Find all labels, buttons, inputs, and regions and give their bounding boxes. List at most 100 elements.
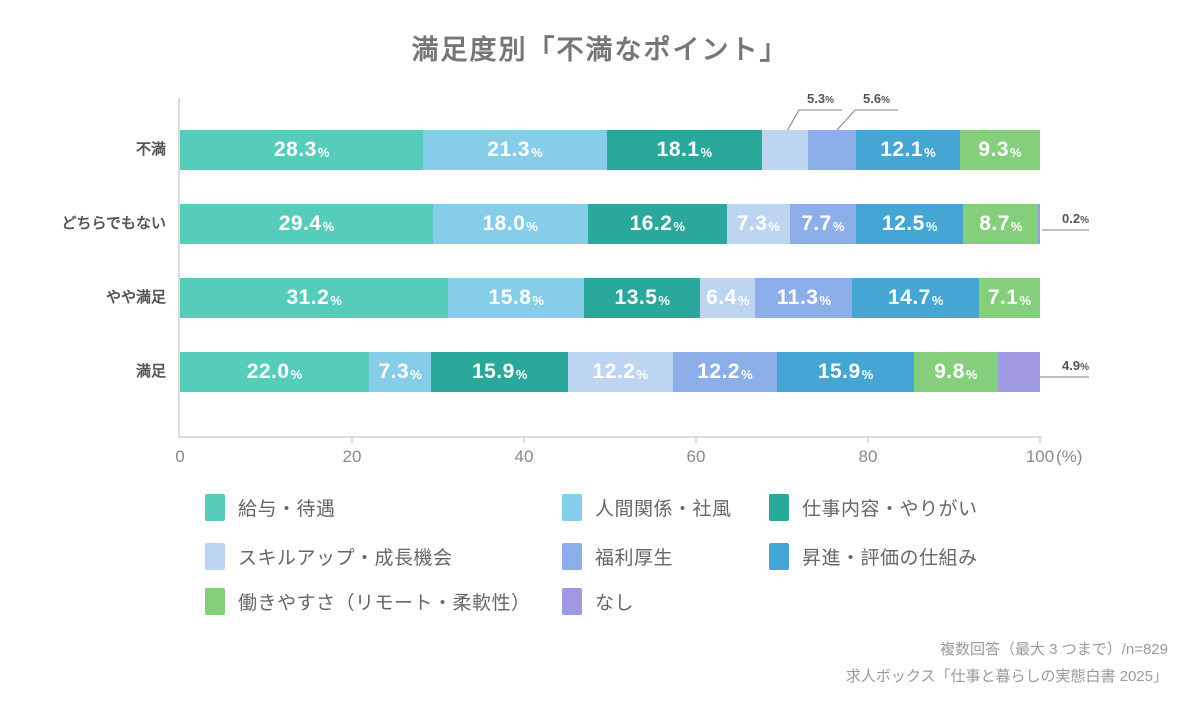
bar-segment: 12.2%: [672, 352, 778, 392]
bar-segment: 22.0%: [180, 352, 369, 392]
legend-label: 福利厚生: [595, 548, 674, 569]
percent-sign: %: [1080, 362, 1089, 373]
bar-segment: 15.9%: [777, 352, 914, 392]
bar-segment: 12.2%: [567, 352, 673, 392]
bar-segment: 18.1%: [606, 130, 763, 170]
bar-segment: 12.1%: [855, 130, 960, 170]
callout-value: 5.3%: [799, 91, 842, 106]
legend-swatch: [205, 494, 225, 521]
segment-value: 8.7: [979, 212, 1010, 235]
legend-swatch: [562, 588, 582, 615]
bar-segment: 7.3%: [368, 352, 432, 392]
stacked-bar: 28.3% 21.3% 18.1% 12.1% 9.3%: [180, 130, 1040, 170]
legend-swatch: [205, 588, 225, 615]
x-axis-unit: (%): [1056, 447, 1083, 466]
percent-sign: %: [924, 145, 936, 160]
x-tick-label: 100: [1025, 447, 1055, 466]
callout-number: 5.3: [807, 91, 826, 106]
segment-value: 12.2: [697, 360, 741, 383]
segment-value: 28.3: [273, 138, 317, 161]
segment-value: 9.8: [934, 360, 965, 383]
bar-segment: 18.0%: [432, 204, 588, 244]
legend-swatch: [205, 543, 225, 570]
percent-sign: %: [1019, 293, 1032, 308]
legend-label: 給与・待遇: [238, 499, 336, 520]
legend-swatch: [562, 494, 582, 521]
segment-value: 15.8: [488, 286, 532, 309]
percent-sign: %: [737, 293, 750, 308]
percent-sign: %: [330, 293, 342, 308]
segment-value: 16.2: [629, 212, 673, 235]
percent-sign: %: [290, 367, 303, 382]
percent-sign: %: [526, 219, 538, 234]
callout-value: 0.2%: [1019, 211, 1089, 226]
bar-segment: 15.9%: [431, 352, 568, 392]
segment-value: 11.3: [776, 286, 819, 309]
callout-value: 5.6%: [855, 91, 898, 106]
stacked-bar: 29.4% 18.0% 16.2% 7.3% 7.7% 12.5% 8.7%: [180, 204, 1040, 244]
percent-sign: %: [819, 293, 832, 308]
segment-value: 15.9: [471, 360, 515, 383]
bar-segment: 14.7%: [852, 278, 979, 318]
percent-sign: %: [658, 293, 670, 308]
legend-item: 仕事内容・やりがい: [769, 494, 978, 521]
legend-swatch: [769, 543, 789, 570]
legend-item: 人間関係・社風: [562, 494, 732, 521]
callout-value: 4.9%: [1019, 358, 1089, 373]
chart-title: 満足度別「不満なポイント」: [411, 35, 789, 65]
segment-value: 12.1: [880, 138, 924, 161]
x-tick-label: 60: [686, 447, 706, 466]
bar-segment: 7.7%: [789, 204, 856, 244]
footer-note: 複数回答（最大 3 つまで）/n=829 求人ボックス「仕事と暮らしの実態白書 …: [846, 636, 1168, 690]
segment-value: 9.3: [978, 138, 1010, 161]
percent-sign: %: [768, 219, 780, 234]
category-label: 満足: [135, 363, 166, 380]
percent-sign: %: [1010, 219, 1023, 234]
segment-value: 12.2: [592, 360, 636, 383]
category-label: やや満足: [105, 289, 166, 306]
percent-sign: %: [1010, 145, 1022, 160]
segment-value: 7.3: [378, 360, 410, 383]
percent-sign: %: [825, 95, 834, 106]
bar-segment: 15.8%: [448, 278, 585, 318]
legend-label: スキルアップ・成長機会: [238, 548, 453, 569]
percent-sign: %: [673, 219, 685, 234]
segment-value: 22.0: [246, 360, 290, 383]
footer-line-2: 求人ボックス「仕事と暮らしの実態白書 2025」: [845, 668, 1168, 685]
percent-sign: %: [515, 367, 528, 382]
percent-sign: %: [700, 145, 713, 160]
segment-value: 7.1: [987, 286, 1019, 309]
segment-value: 31.2: [286, 286, 330, 309]
segment-value: 21.3: [487, 138, 531, 161]
callout-number: 4.9: [1062, 358, 1081, 373]
category-label: どちらでもない: [61, 215, 166, 232]
category-label: 不満: [135, 141, 166, 158]
segment-value: 13.5: [614, 286, 658, 309]
bar-segment: 7.3%: [726, 204, 790, 244]
legend-label: 仕事内容・やりがい: [802, 499, 978, 520]
percent-sign: %: [931, 293, 944, 308]
legend-item: なし: [562, 588, 634, 615]
x-tick-label: 20: [342, 447, 362, 466]
x-tick-label: 0: [175, 447, 185, 466]
footer-line-1: 複数回答（最大 3 つまで）/n=829: [940, 641, 1168, 658]
bar-segment: 21.3%: [423, 130, 607, 170]
percent-sign: %: [532, 293, 544, 308]
bar-segment: [997, 352, 1040, 392]
bar-segment: 12.5%: [855, 204, 964, 244]
bar-segment: 6.4%: [700, 278, 756, 318]
legend-item: 福利厚生: [562, 543, 673, 570]
bar-segment: 7.1%: [978, 278, 1040, 318]
legend-item: 昇進・評価の仕組み: [769, 543, 978, 570]
bar-segment: [762, 130, 808, 170]
legend-item: スキルアップ・成長機会: [205, 543, 453, 570]
segment-value: 29.4: [278, 212, 322, 235]
legend-label: 働きやすさ（リモート・柔軟性）: [238, 593, 531, 614]
legend-swatch: [562, 543, 582, 570]
percent-sign: %: [636, 367, 648, 382]
legend-swatch: [769, 494, 789, 521]
segment-value: 7.3: [736, 212, 768, 235]
legend-label: 人間関係・社風: [595, 499, 732, 520]
segment-value: 12.5: [881, 212, 925, 235]
